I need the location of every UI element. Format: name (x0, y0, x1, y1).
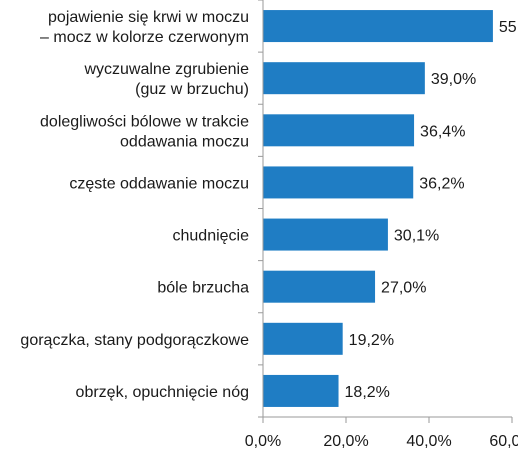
bar (263, 218, 388, 251)
category-label-line: gorączka, stany podgorączkowe (20, 332, 249, 349)
x-tick-label: 60,0% (489, 433, 518, 450)
bar (263, 10, 493, 43)
category-label-line: dolegliwości bólowe w trakcie (40, 113, 249, 130)
category-label: wyczuwalne zgrubienie (guz w brzuchu) (83, 61, 249, 98)
bar (263, 62, 425, 95)
data-label: 19,2% (349, 332, 394, 349)
category-label-line: pojawienie się krwi w moczu (48, 9, 249, 26)
category-label-line: oddawania moczu (120, 133, 249, 150)
bar (263, 322, 343, 355)
data-label: 30,1% (394, 228, 439, 245)
category-label-line: (guz w brzuchu) (135, 81, 249, 98)
category-label: częste oddawanie moczu (69, 175, 249, 192)
x-tick-labels: 0,0% 20,0% 40,0% 60,0% (245, 433, 518, 450)
value-labels: 55,4% 39,0% 36,4% 36,2% 30,1% 27,0% 19,2% 18,2% (345, 19, 518, 401)
bar (263, 166, 414, 199)
bars (263, 10, 493, 407)
category-label: pojawienie się krwi w moczu – mocz w kolo… (40, 9, 249, 46)
category-label-line: – mocz w kolorze czerwonym (40, 29, 249, 46)
bar (263, 270, 376, 303)
data-label: 27,0% (381, 280, 426, 297)
x-tick-label: 20,0% (323, 433, 368, 450)
category-label: bóle brzucha (157, 280, 249, 297)
category-label-line: bóle brzucha (157, 280, 249, 297)
data-label: 39,0% (431, 71, 476, 88)
axes (258, 0, 513, 423)
category-label-line: chudnięcie (173, 228, 250, 245)
category-label: chudnięcie (173, 228, 250, 245)
data-label: 18,2% (345, 384, 390, 401)
category-label-line: wyczuwalne zgrubienie (83, 61, 249, 78)
category-label: gorączka, stany podgorączkowe (20, 332, 249, 349)
x-tick-label: 0,0% (245, 433, 281, 450)
category-label-line: częste oddawanie moczu (69, 175, 249, 192)
data-label: 36,2% (419, 175, 464, 192)
category-label: dolegliwości bólowe w trakcie oddawania m… (40, 113, 249, 150)
category-label: obrzęk, opuchnięcie nóg (76, 384, 249, 401)
bar (263, 114, 415, 147)
data-label: 36,4% (420, 123, 465, 140)
category-labels: pojawienie się krwi w moczu – mocz w kolo… (20, 9, 249, 401)
data-label: 55,4% (499, 19, 518, 36)
bar (263, 374, 339, 407)
x-tick-label: 40,0% (406, 433, 451, 450)
category-label-line: obrzęk, opuchnięcie nóg (76, 384, 249, 401)
